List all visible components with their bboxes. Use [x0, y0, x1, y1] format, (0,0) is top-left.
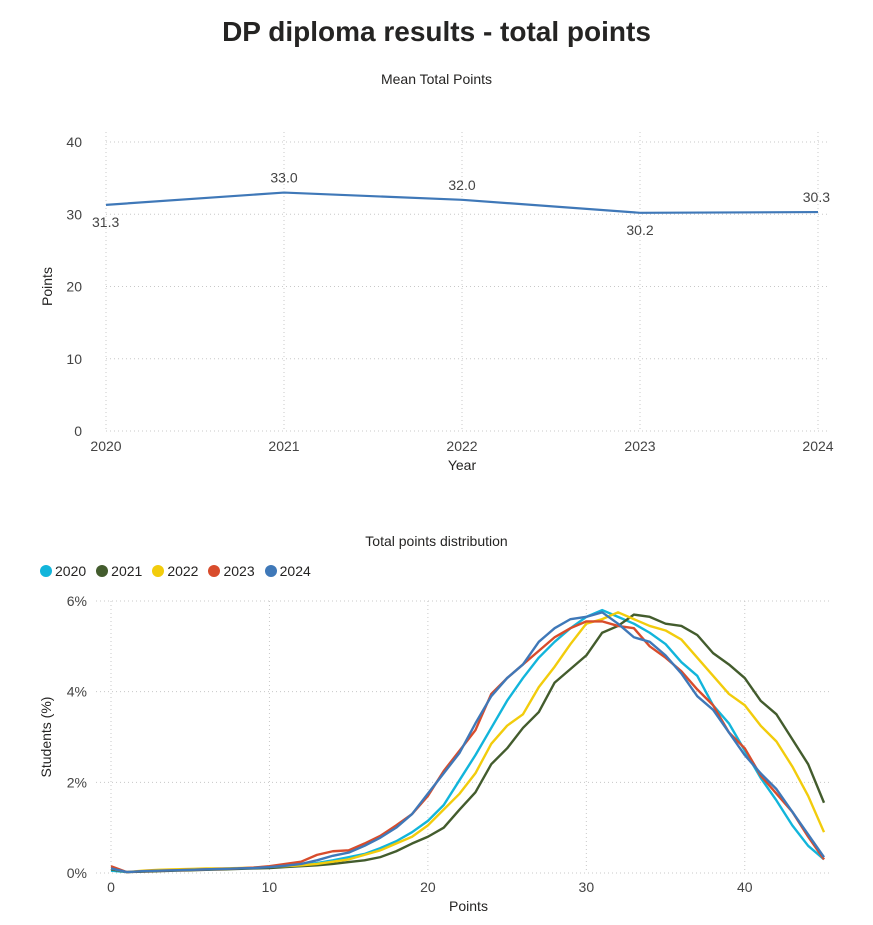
x-tick-label: 2022: [446, 438, 477, 454]
y-axis-title: Students (%): [38, 697, 54, 778]
y-tick-label: 0%: [67, 865, 87, 881]
y-tick-label: 4%: [67, 684, 87, 700]
x-tick-label: 40: [737, 879, 753, 895]
mean-points-chart-title: Mean Total Points: [380, 71, 493, 87]
x-tick-label: 2020: [90, 438, 121, 454]
x-tick-label: 2023: [624, 438, 655, 454]
series-line-2024: [110, 611, 825, 874]
data-label: 31.3: [92, 214, 119, 230]
y-tick-label: 0: [74, 423, 82, 439]
x-tick-label: 0: [107, 879, 115, 895]
y-tick-label: 10: [66, 351, 82, 367]
distribution-chart-title: Total points distribution: [365, 533, 508, 549]
legend-marker: [208, 565, 221, 577]
y-tick-label: 30: [66, 206, 82, 222]
x-tick-label: 2024: [802, 438, 833, 454]
legend-marker: [96, 565, 109, 577]
legend-marker: [152, 565, 165, 577]
y-tick-label: 20: [66, 279, 82, 295]
x-tick-label: 10: [262, 879, 278, 895]
x-axis-title: Points: [449, 898, 488, 914]
series-line-2021: [110, 613, 826, 874]
x-tick-label: 20: [420, 879, 436, 895]
y-tick-label: 6%: [67, 593, 87, 609]
y-tick-label: 40: [66, 134, 82, 150]
y-axis-title: Points: [39, 267, 55, 306]
legend-item-2021[interactable]: 2021: [96, 563, 142, 579]
data-label: 30.3: [803, 189, 830, 205]
legend-label: 2023: [223, 563, 255, 579]
legend-item-2022[interactable]: 2022: [152, 563, 198, 579]
legend-marker: [264, 565, 277, 577]
page-title: DP diploma results - total points: [222, 16, 651, 47]
series-line-2023: [110, 620, 825, 874]
legend-item-2024[interactable]: 2024: [264, 563, 311, 579]
x-tick-label: 2021: [268, 438, 299, 454]
y-tick-label: 2%: [67, 774, 87, 790]
legend-label: 2022: [167, 563, 199, 579]
x-tick-label: 30: [579, 879, 595, 895]
legend-label: 2024: [279, 563, 311, 579]
data-label: 30.2: [626, 222, 653, 238]
data-label: 32.0: [448, 177, 475, 193]
legend-item-2023[interactable]: 2023: [208, 563, 255, 579]
data-label: 33.0: [270, 170, 297, 186]
legend-label: 2020: [55, 563, 87, 579]
legend-label: 2021: [111, 563, 143, 579]
legend-item-2020[interactable]: 2020: [40, 563, 86, 579]
mean-points-line: [105, 191, 819, 214]
legend-marker: [40, 565, 52, 577]
x-axis-title: Year: [448, 457, 477, 473]
distribution-legend: 2020 2021 2022 2023 2024: [40, 563, 311, 579]
